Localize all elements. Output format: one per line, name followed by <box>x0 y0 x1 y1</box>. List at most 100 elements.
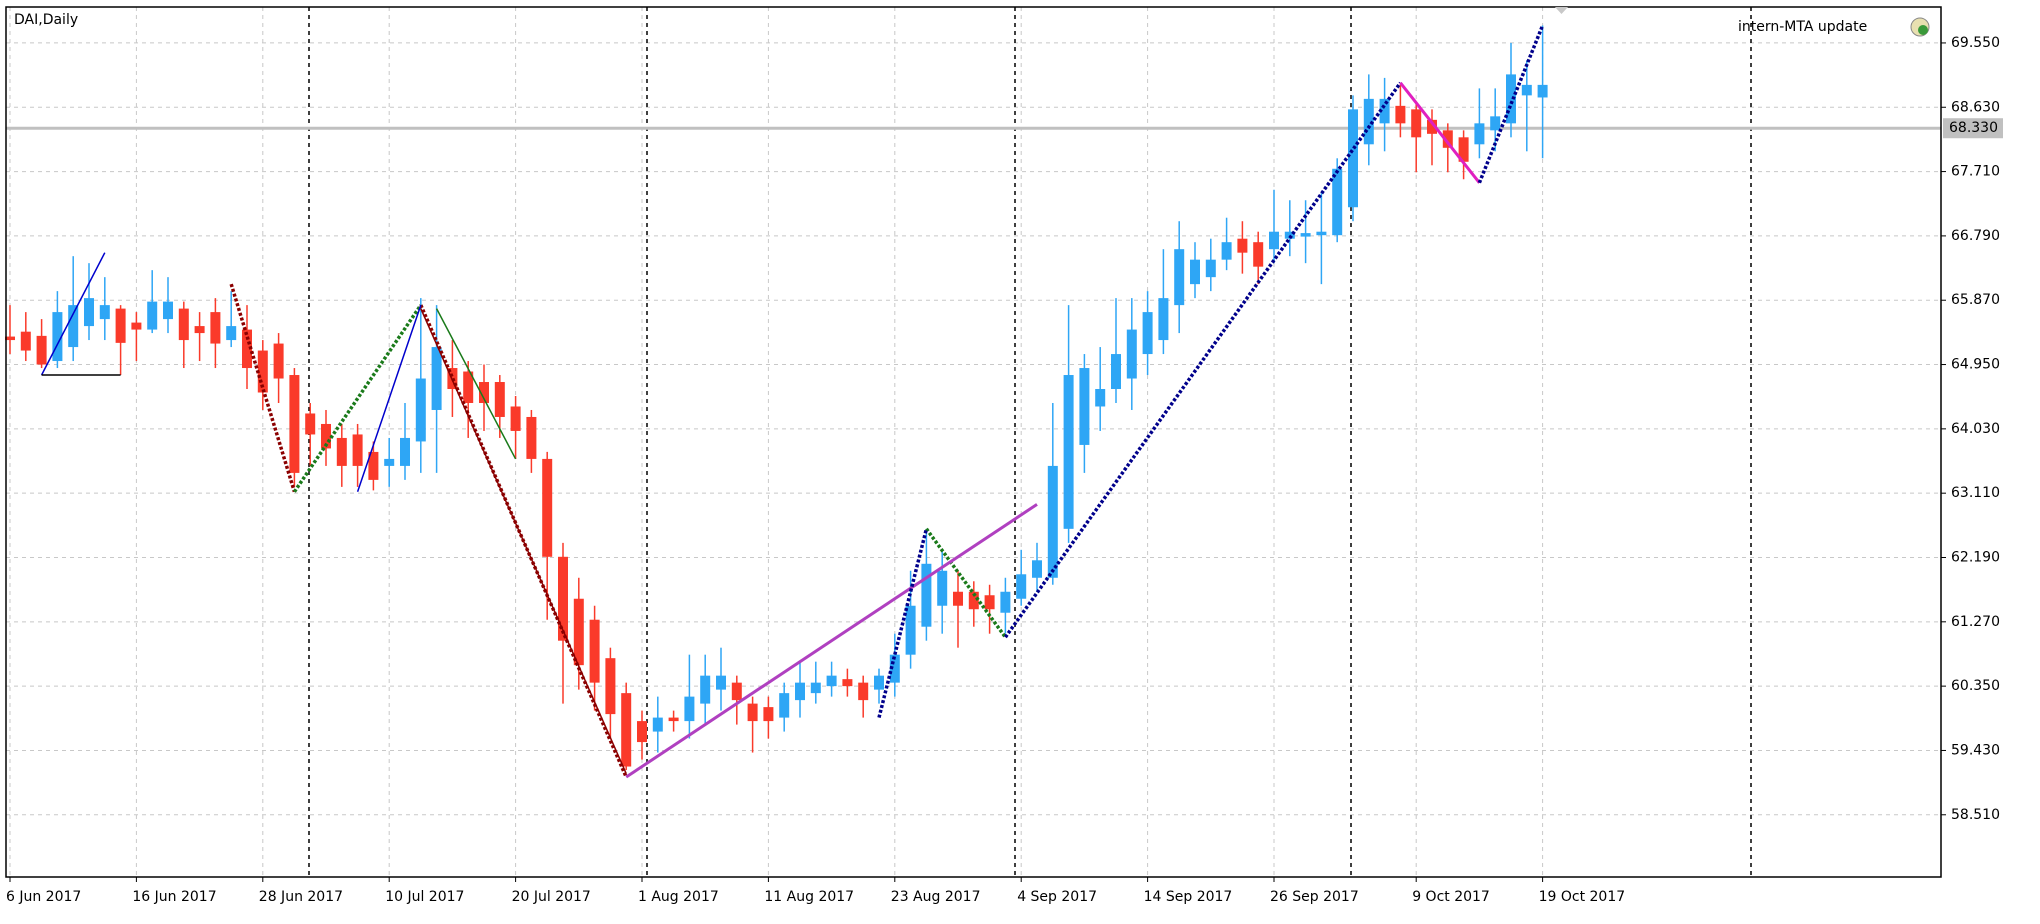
marks <box>5 24 1941 779</box>
y-tick-label: 61.270 <box>1951 614 2000 630</box>
candle-body <box>1174 249 1185 306</box>
candle-body <box>716 675 726 690</box>
candle-body <box>178 308 189 341</box>
candle-body <box>1269 231 1279 250</box>
candle-body <box>273 343 284 379</box>
y-tick-label: 64.950 <box>1951 357 2000 373</box>
candle-body <box>1442 130 1453 148</box>
candle-body <box>526 416 537 459</box>
candle-body <box>1427 119 1437 134</box>
candle-body <box>1158 298 1169 341</box>
candle-body <box>1016 574 1027 599</box>
zigzag-line <box>1399 81 1481 184</box>
annotation: intern-MTA update <box>1738 19 1867 35</box>
candle-body <box>1237 238 1248 253</box>
y-tick-label: 62.190 <box>1951 549 2000 565</box>
candle-body <box>1063 375 1074 529</box>
plot-frame <box>5 6 1942 878</box>
candle-body <box>1190 259 1200 285</box>
candle-body <box>305 413 316 435</box>
candle-body <box>1395 105 1406 124</box>
x-tick-label: 14 Sep 2017 <box>1144 889 1233 905</box>
candle-body <box>147 301 158 330</box>
x-tick-label: 4 Sep 2017 <box>1017 889 1097 905</box>
candle-body <box>5 336 15 341</box>
candle-body <box>1000 591 1011 613</box>
candle-body <box>826 675 837 687</box>
candle-body <box>52 312 63 362</box>
candle-body <box>874 675 884 690</box>
x-tick-label: 11 Aug 2017 <box>764 889 854 905</box>
x-tick-label: 19 Oct 2017 <box>1539 889 1626 905</box>
x-tick-label: 10 Jul 2017 <box>385 889 464 905</box>
y-tick-label: 66.790 <box>1951 228 2000 244</box>
candle-body <box>1047 465 1058 578</box>
y-tick-label: 69.550 <box>1951 35 2000 51</box>
candle-body <box>352 434 363 466</box>
candle-body <box>1079 368 1090 445</box>
icon <box>1918 25 1928 35</box>
x-tick-label: 23 Aug 2017 <box>891 889 981 905</box>
candle-body <box>700 675 711 704</box>
candle-body <box>463 371 474 403</box>
candle-body <box>479 382 489 403</box>
candle-body <box>1332 168 1343 236</box>
zigzag-line <box>877 528 929 719</box>
candle-body <box>1348 109 1358 208</box>
candle-body <box>242 329 252 369</box>
y-tick-label: 63.110 <box>1951 485 2000 501</box>
candle-body <box>194 326 205 334</box>
candle-body <box>321 423 331 449</box>
zigzag-line <box>625 503 1038 779</box>
candle-body <box>684 696 695 722</box>
candle-body <box>1221 242 1232 260</box>
y-tick-label: 60.350 <box>1951 678 2000 694</box>
candle-body <box>937 570 948 606</box>
price-label-bg <box>1943 118 2003 139</box>
candle-body <box>68 305 79 348</box>
candle-body <box>1032 560 1042 578</box>
x-tick-label: 16 Jun 2017 <box>132 889 216 905</box>
candle-body <box>1363 98 1374 145</box>
candle-body <box>1095 389 1106 407</box>
zigzag-line <box>292 304 423 493</box>
y-tick-label: 64.030 <box>1951 421 2000 437</box>
candle-body <box>226 326 237 341</box>
candle-body <box>842 679 853 687</box>
candle-body <box>1506 74 1516 124</box>
candle-body <box>289 375 300 473</box>
candle-body <box>921 563 932 627</box>
zigzag-line <box>229 283 297 493</box>
candle-body <box>589 619 600 683</box>
candle-body <box>20 331 31 351</box>
x-tick-label: 9 Oct 2017 <box>1412 889 1490 905</box>
candle-body <box>368 451 379 480</box>
candle-body <box>431 347 442 410</box>
candle-body <box>1316 231 1327 236</box>
candle-body <box>542 458 553 557</box>
candle-body <box>99 305 110 320</box>
candle-body <box>605 658 616 715</box>
candle-body <box>1379 98 1390 124</box>
x-tick-label: 20 Jul 2017 <box>512 889 591 905</box>
candle-body <box>494 382 505 417</box>
zigzag-line <box>420 308 627 774</box>
candle-body <box>1300 233 1311 237</box>
candle-body <box>558 556 568 641</box>
price-label: 68.330 <box>1949 120 1998 136</box>
candle-body <box>652 717 663 732</box>
candle-body <box>163 301 173 320</box>
y-tick-label: 65.870 <box>1951 292 2000 308</box>
candle-body <box>1521 84 1532 96</box>
candle-body <box>36 335 47 365</box>
candle-body <box>858 682 869 701</box>
zigzag-line <box>356 304 422 493</box>
candle-body <box>621 693 632 767</box>
candle-body <box>763 707 774 722</box>
candle-body <box>1490 116 1501 131</box>
candle-body <box>510 406 521 431</box>
y-tick-label: 59.430 <box>1951 742 2000 758</box>
candle-body <box>1142 312 1153 355</box>
